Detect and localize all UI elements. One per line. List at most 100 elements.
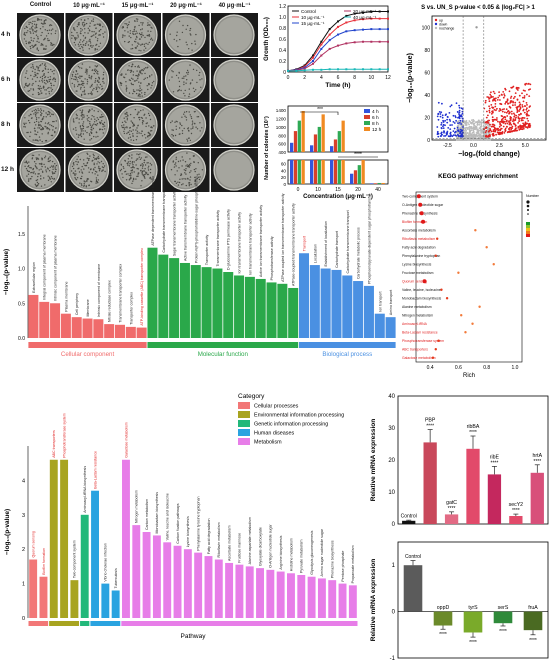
volcano-point-up [527, 120, 530, 122]
kegg-color-legend [526, 231, 530, 234]
go-bar [255, 278, 266, 338]
colony-dot [93, 121, 96, 123]
colony-dot [90, 91, 93, 93]
volcano-point-nochange [458, 127, 461, 130]
colony-dot [94, 118, 96, 120]
pathway-bar [29, 559, 38, 618]
colony-dot [76, 117, 78, 119]
colony-dot [89, 139, 91, 141]
colony-dot [41, 81, 44, 83]
colony-dot [41, 118, 44, 120]
volcano-point-up [489, 93, 492, 96]
plate-grid [17, 13, 258, 192]
colony-dot [27, 170, 29, 173]
go-bar [39, 301, 50, 338]
colony-dot [97, 167, 100, 169]
colony-dot [36, 139, 38, 141]
colony-dot [133, 171, 135, 173]
colony-dot [178, 20, 181, 22]
colony-dot [97, 110, 99, 113]
colony-dot [126, 132, 128, 135]
colony-dot [177, 184, 180, 186]
kegg-color-legend [526, 225, 530, 228]
colony-dot [51, 134, 54, 137]
colony-ytick: 600 [278, 142, 286, 147]
volcano-point-nochange [482, 135, 484, 138]
pathway-bar-label: Ascorbate metabolism [227, 525, 231, 561]
mrna-sig: **** [439, 632, 447, 638]
colony-dot [32, 93, 34, 96]
volcano-point-up [528, 122, 531, 125]
colony-dot [191, 79, 194, 81]
colony-dot [41, 78, 44, 80]
colony-dot [121, 74, 123, 76]
volcano-point-nochange [467, 134, 470, 137]
colony-dot [101, 88, 103, 90]
colony-dot [39, 28, 42, 30]
volcano-point-up [512, 101, 514, 104]
colony-dot [92, 153, 95, 155]
colony-dot [132, 129, 134, 131]
colony-dot [50, 176, 53, 178]
mrna-sig: **** [469, 430, 477, 436]
colony-dot [34, 133, 36, 135]
colony-dot [52, 125, 54, 128]
colony-dot [140, 44, 142, 46]
colony-dot [47, 133, 49, 135]
colony-dot [143, 78, 145, 81]
pathway-bar-label: Fructose mannose [238, 533, 242, 563]
colony-dot [95, 179, 98, 181]
colony-dot [80, 128, 82, 130]
colony-dot [140, 29, 142, 31]
colony-dot [94, 170, 97, 173]
colony-bar [297, 160, 301, 184]
colony-dot [89, 123, 91, 125]
colony-dot [189, 27, 192, 30]
volcano-point-up [496, 117, 498, 119]
colony-dot [129, 163, 131, 165]
colony-dot [41, 162, 43, 165]
colony-dot [131, 47, 134, 50]
colony-dot [72, 27, 75, 29]
go-bar [136, 327, 147, 338]
colony-dot [31, 171, 33, 174]
colony-dot [41, 70, 44, 73]
colony-dot [177, 160, 180, 163]
pathway-bar-label: Phenazine biosynthesis [331, 540, 335, 578]
colony-dot [80, 135, 83, 138]
colony-dot [78, 167, 80, 169]
pathway-bar-label: Histidine metabolism [289, 538, 293, 571]
colony-dot [30, 74, 32, 77]
colony-dot [135, 92, 138, 95]
colony-dot [194, 176, 196, 179]
colony-dot [24, 76, 26, 79]
volcano-point-up [504, 129, 507, 132]
colony-dot [80, 43, 82, 46]
colony-dot [96, 48, 99, 50]
volcano-point-up [484, 135, 487, 138]
growth-ytick: 0.6 [279, 37, 286, 43]
colony-dot [185, 41, 187, 43]
colony-dot [23, 123, 26, 126]
colony-dot [176, 170, 178, 172]
mrna-bar-name: hrtA [533, 453, 543, 459]
colony-dot [139, 87, 141, 89]
colony-dot [133, 124, 136, 127]
colony-dot [54, 131, 56, 134]
colony-dot [124, 126, 126, 129]
colony-dot [74, 177, 76, 179]
colony-dot [142, 164, 144, 166]
colony-dot [178, 167, 180, 169]
colony-dot [126, 126, 128, 128]
colony-dot [189, 179, 191, 181]
colony-dot [123, 167, 125, 169]
volcano-point-nochange [485, 123, 488, 126]
colony-dot [44, 68, 47, 70]
colony-dot [31, 175, 33, 178]
volcano-point-nochange [465, 138, 468, 141]
colony-dot [140, 169, 142, 172]
colony-dot [27, 90, 29, 93]
volcano-point-up [484, 99, 487, 102]
